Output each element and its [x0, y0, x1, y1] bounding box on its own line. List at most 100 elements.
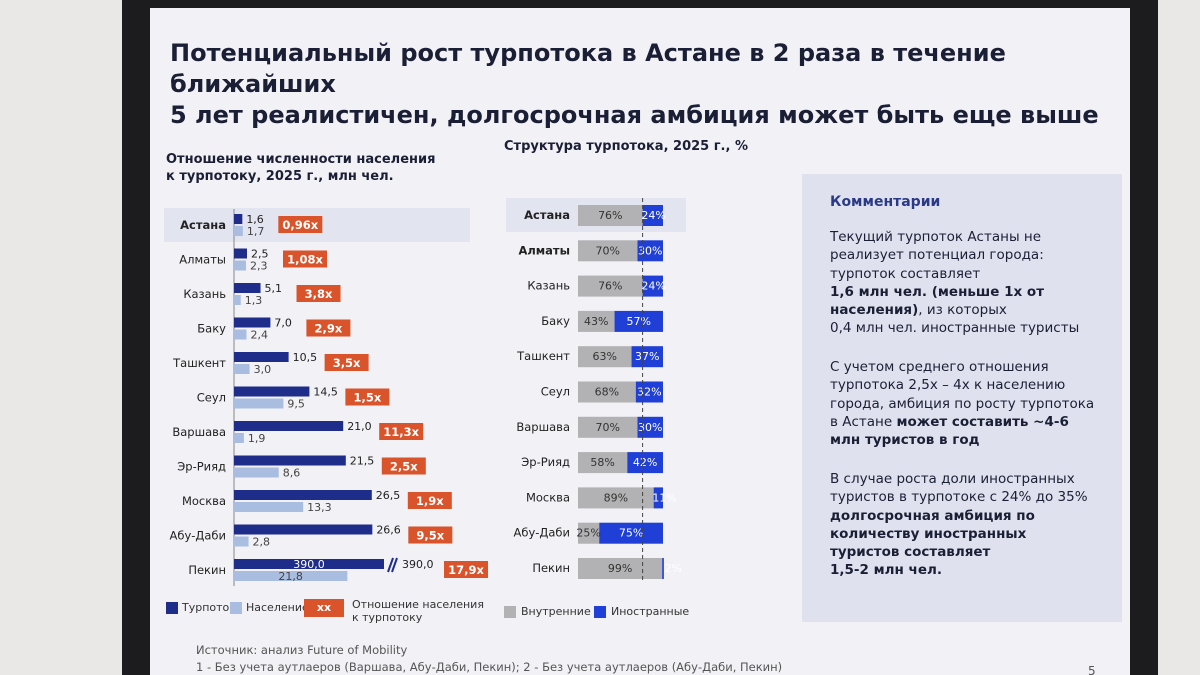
chart2-bar-foreign — [642, 275, 663, 297]
comments-panel: Комментарии Текущий турпоток Астаны не р… — [802, 174, 1122, 622]
chart1-ratio-badge — [407, 492, 452, 509]
comment-1-line: населения), из которых — [830, 301, 1110, 319]
chart1-ratio-label: 17,9x — [448, 563, 484, 577]
chart1-axis-break — [387, 557, 394, 573]
chart1-ratio-label: 1,9x — [416, 494, 444, 508]
legend-ratio-badge: xx — [304, 599, 344, 617]
chart1-bar-tourflow — [234, 455, 346, 466]
chart1-category-label: Казань — [183, 287, 226, 301]
comment-1-text: , из которых — [918, 302, 1007, 319]
chart2-bar-domestic — [578, 346, 632, 368]
chart1-value-label-tourflow: 26,5 — [376, 489, 401, 502]
chart2-value-label-domestic: 58% — [590, 456, 614, 469]
page-number: 5 — [1088, 664, 1096, 675]
chart2-title: Структура турпотока, 2025 г., % — [504, 139, 748, 154]
comment-3-line: 1,5-2 млн чел. — [830, 561, 1110, 579]
comment-1-bold: 1,6 млн чел. (меньше 1х от — [830, 283, 1045, 300]
slide-title-line-2: 5 лет реалистичен, долгосрочная амбиция … — [170, 101, 1099, 129]
legend-domestic-swatch — [504, 606, 516, 618]
chart2-category-label: Казань — [527, 279, 570, 293]
comment-3-line: количеству иностранных — [830, 525, 1110, 543]
chart1-value-label-population: 1,7 — [247, 225, 265, 238]
chart1-value-label-tourflow: 10,5 — [293, 351, 318, 364]
chart1-bar-tourflow — [234, 283, 261, 293]
population-ratio-chart: Астана 1,61,7 0,96x Алматы 2,52,3 1,08x Казань… — [164, 208, 488, 586]
chart2-bar-foreign — [637, 416, 663, 438]
chart2-bar-domestic — [578, 452, 628, 474]
chart2-value-label-domestic: 63% — [593, 350, 617, 363]
chart1-bar-tourflow — [234, 317, 271, 328]
chart2-bar-domestic — [578, 487, 654, 509]
chart1-value-label-tourflow: 2,5 — [251, 248, 269, 261]
chart1-category-label: Пекин — [188, 563, 226, 577]
comment-2-line: в Астане может составить ~4-6 — [830, 413, 1110, 431]
chart1-title: Отношение численности населения к турпот… — [166, 151, 435, 185]
legend-population-swatch — [230, 602, 242, 614]
chart2-category-label: Сеул — [541, 385, 570, 399]
chart1-value-label-tourflow: 21,0 — [347, 420, 372, 433]
chart1-value-label-tourflow: 21,5 — [350, 455, 375, 468]
chart1-bar-population — [234, 571, 348, 581]
chart2-bar-foreign — [599, 522, 663, 544]
chart1-category-label: Сеул — [197, 391, 226, 405]
chart2-bar-foreign — [642, 205, 663, 226]
legend-domestic-label: Внутренние — [521, 605, 591, 618]
comment-3-bold: количеству иностранных — [830, 525, 1027, 542]
chart1-bar-tourflow — [234, 490, 372, 500]
comment-3-bold: 1,5-2 млн чел. — [830, 562, 943, 579]
chart1-category-label: Москва — [182, 494, 226, 508]
chart2-value-label-domestic: 76% — [598, 280, 622, 293]
chart2-value-label-foreign: 11% — [652, 491, 676, 504]
chart2-category-label: Эр-Рияд — [521, 455, 570, 469]
comment-paragraph-2: С учетом среднего отношения турпотока 2,… — [830, 358, 1110, 449]
chart1-value-label-population: 9,5 — [287, 398, 305, 411]
chart2-value-label-domestic: 43% — [584, 315, 608, 328]
legend-tourflow-label: Турпоток — [182, 601, 236, 614]
legend-ratio-label-line-1: Отношение населения — [352, 598, 484, 611]
chart1-ratio-label: 2,5x — [390, 460, 418, 474]
chart2-value-label-domestic: 70% — [596, 244, 620, 257]
chart1-ratio-badge — [444, 561, 488, 578]
chart1-ratio-badge — [278, 216, 323, 233]
slide: Потенциальный рост турпотока в Астане в … — [150, 8, 1130, 675]
chart1-value-label-tourflow: 14,5 — [313, 386, 338, 399]
chart1-value-label-tourflow: 390,0 — [293, 558, 325, 571]
chart1-category-label: Абу-Даби — [169, 529, 226, 543]
chart1-ratio-label: 2,9x — [315, 322, 343, 336]
chart1-value-label-population: 13,3 — [307, 501, 332, 514]
tourflow-structure-chart: Астана 76% 24% Алматы 70% 30% Казань 76% 24% Баку… — [506, 198, 686, 582]
footer-notes: 1 - Без учета аутлаеров (Варшава, Абу-Да… — [196, 660, 783, 674]
chart1-value-label-tourflow-outside: 390,0 — [402, 558, 434, 571]
legend-tourflow-swatch — [166, 602, 178, 614]
comment-1-line: 0,4 млн чел. иностранные туристы — [830, 320, 1080, 337]
chart1-axis-break — [391, 557, 398, 573]
chart1-bar-tourflow — [234, 421, 344, 431]
comment-1-line: реализует потенциал города: — [830, 247, 1044, 264]
chart1-bar-population — [234, 260, 246, 271]
chart1-ratio-badge — [306, 319, 351, 337]
chart1-ratio-label: 0,96x — [282, 218, 318, 232]
slide-footer: Источник: анализ Future of Mobility 1 - … — [196, 642, 782, 675]
chart2-category-label: Ташкент — [516, 349, 570, 363]
chart2-value-label-foreign: 75% — [619, 527, 643, 540]
chart1-value-label-tourflow: 1,6 — [246, 213, 264, 226]
comment-3-bold: долгосрочная амбиция по — [830, 507, 1035, 524]
comment-3-bold: туристов составляет — [830, 544, 991, 561]
chart1-title-line-2: к турпотоку, 2025 г., млн чел. — [166, 169, 394, 184]
chart1-bar-tourflow — [234, 524, 373, 535]
legend-foreign-swatch — [594, 606, 606, 618]
chart1-value-label-population: 2,4 — [250, 329, 268, 342]
chart1-bar-tourflow — [234, 248, 247, 259]
chart2-value-label-domestic: 70% — [596, 421, 620, 434]
chart2-value-label-domestic: 25% — [576, 527, 600, 540]
comments-title: Комментарии — [830, 194, 941, 210]
chart2-bar-domestic — [578, 416, 638, 438]
chart1-bar-population — [234, 226, 243, 236]
comment-2-line: турпотока 2,5х – 4х к населению — [830, 377, 1066, 394]
chart2-bar-domestic — [578, 310, 615, 332]
chart2-bar-foreign — [631, 346, 663, 368]
chart2-category-label: Алматы — [518, 243, 570, 257]
chart2-value-label-foreign: 32% — [637, 386, 661, 399]
chart1-bar-population — [234, 364, 250, 374]
chart1-category-label: Варшава — [172, 425, 226, 439]
